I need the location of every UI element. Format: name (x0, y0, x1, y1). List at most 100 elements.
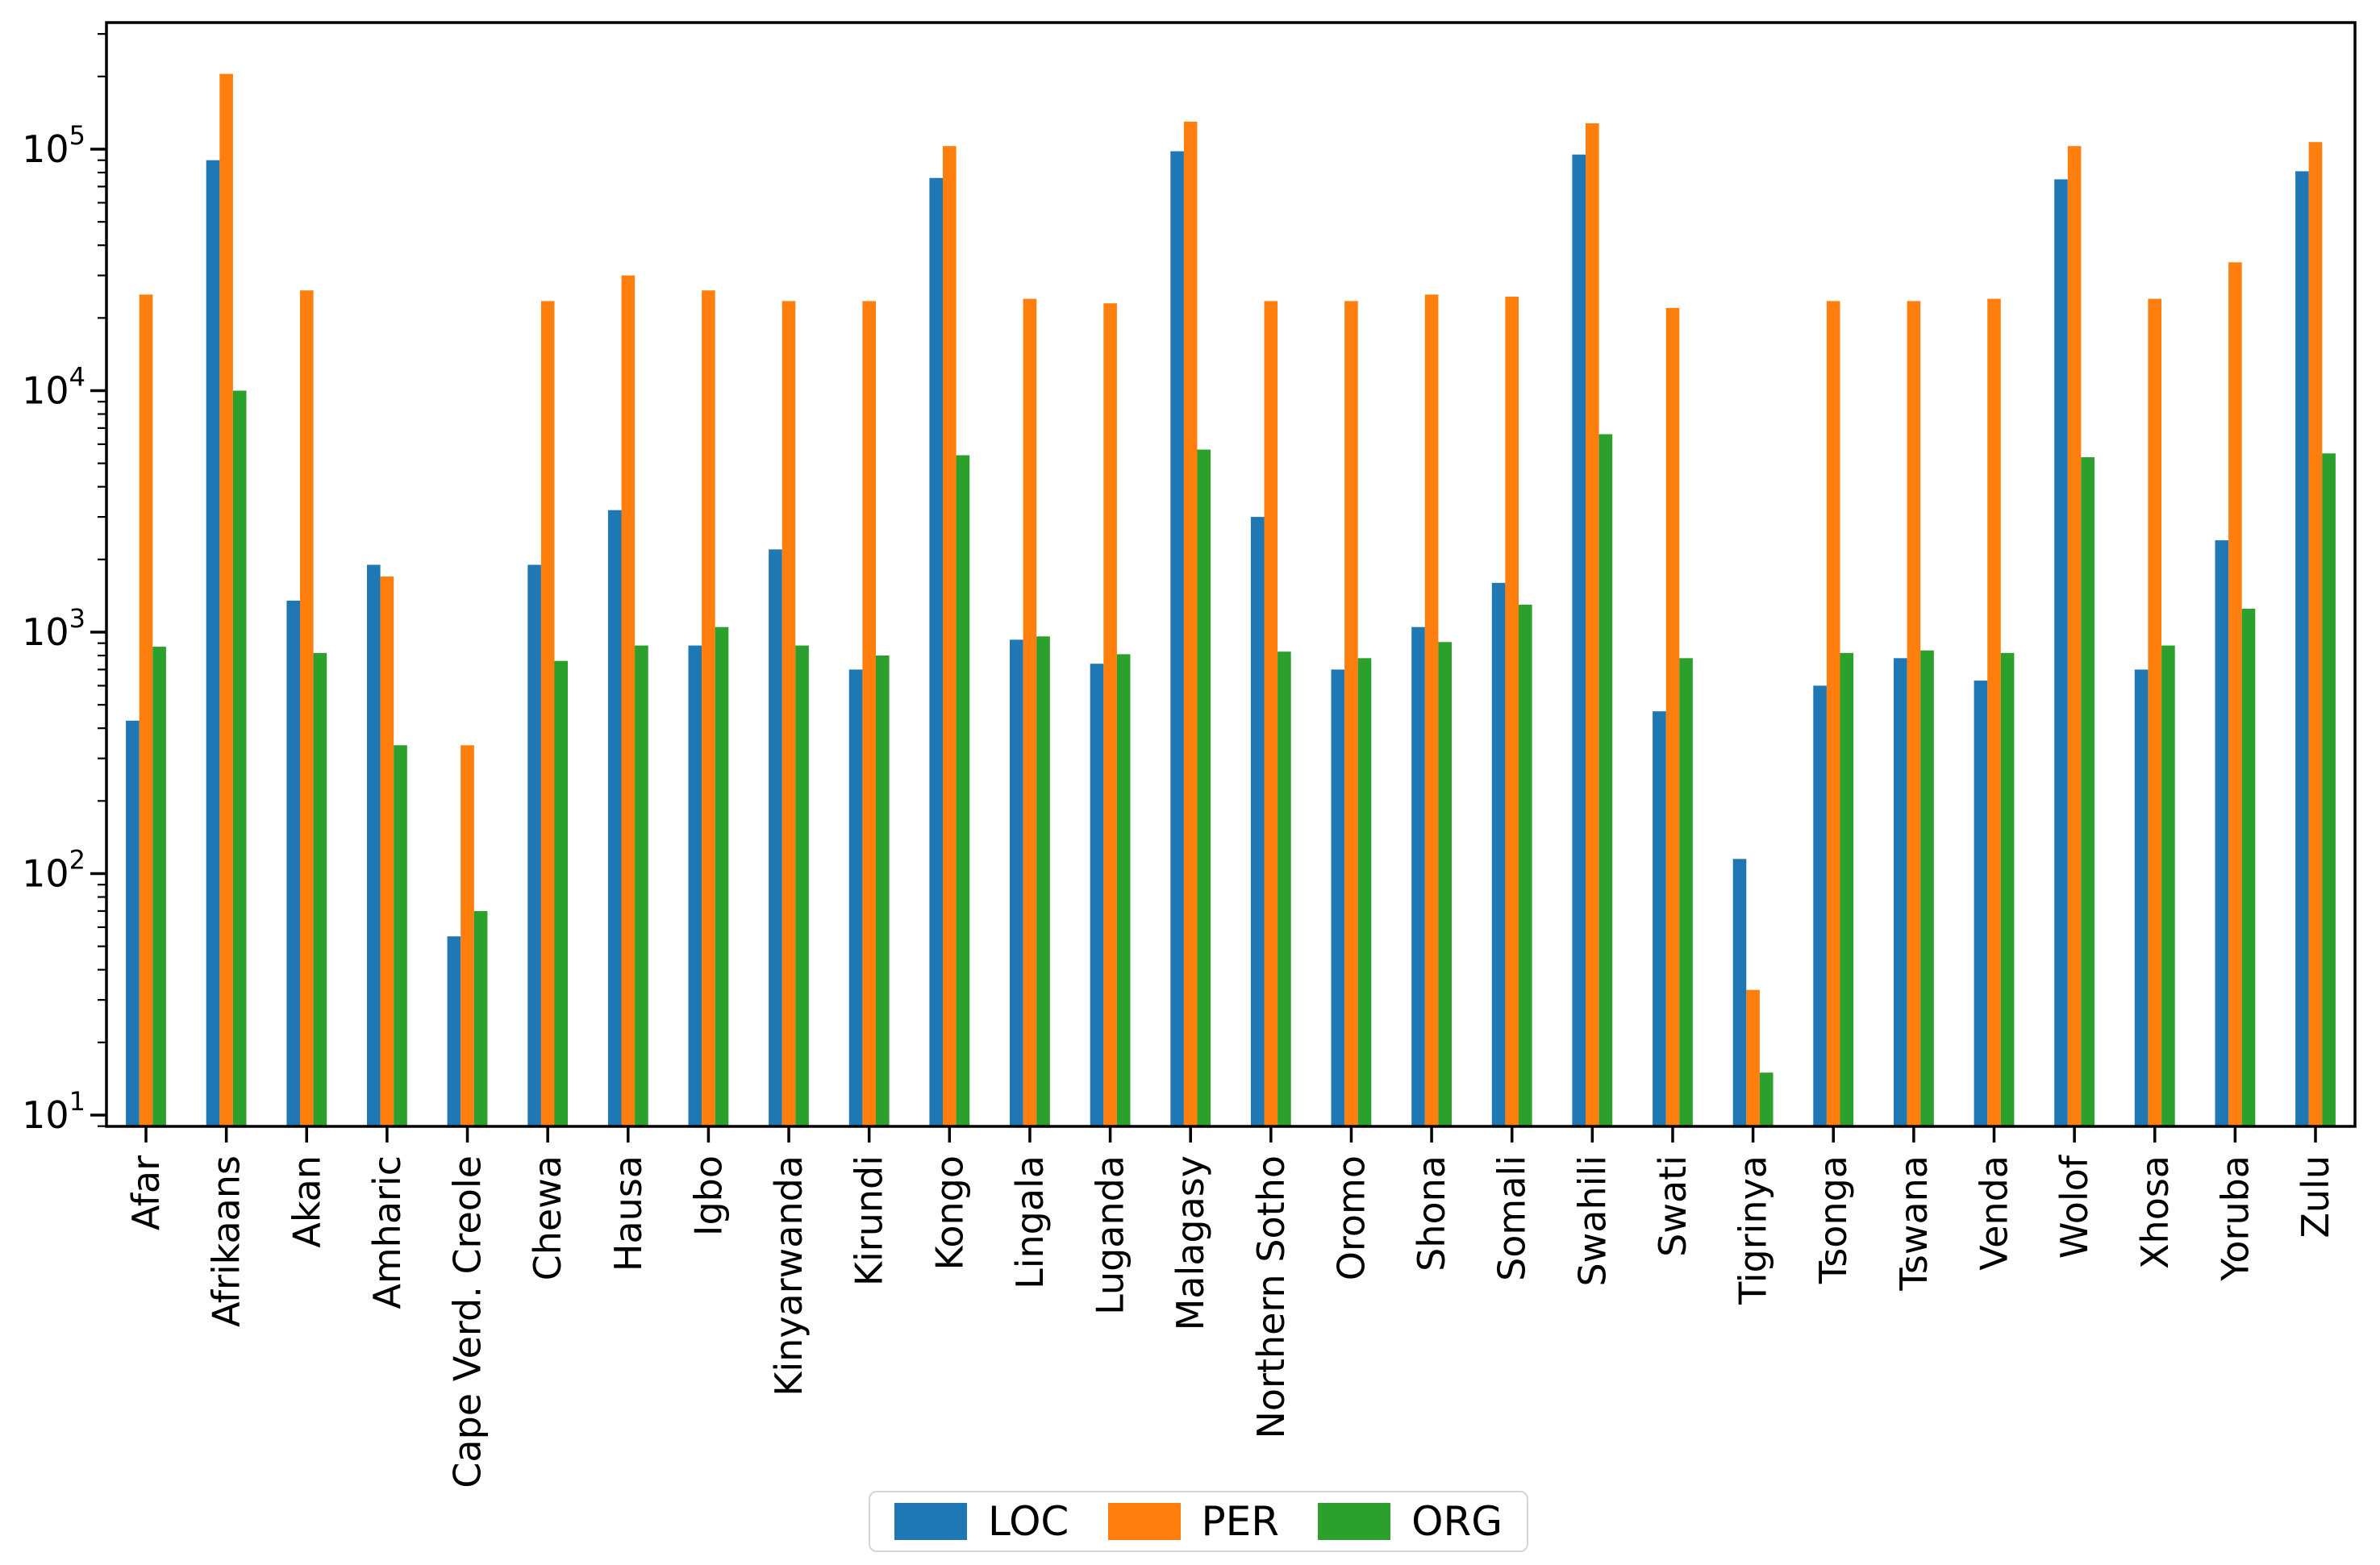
bar-per-akan (300, 290, 314, 1127)
bar-loc-luganda (1090, 664, 1104, 1126)
legend-item-org: ORG (1318, 1501, 1503, 1542)
y-axis: 101 102 103 104 105 (22, 33, 106, 1137)
x-tick-label-amharic: Amharic (365, 1155, 409, 1309)
x-tick-label-kirundi: Kirundi (848, 1155, 891, 1286)
bar-per-hausa (621, 275, 636, 1127)
x-tick-label-tsonga: Tsonga (1811, 1155, 1855, 1284)
bar-org-afar (152, 647, 166, 1126)
bar-per-luganda (1103, 303, 1117, 1126)
legend: LOC PER ORG (869, 1491, 1528, 1552)
bar-loc-yoruba (2215, 540, 2229, 1126)
x-tick-label-luganda: Luganda (1089, 1155, 1132, 1315)
bar-loc-kirundi (848, 669, 863, 1126)
x-tick-label-cape-verd-creole: Cape Verd. Creole (446, 1155, 490, 1488)
bar-per-swati (1665, 307, 1680, 1126)
bar-loc-tswana (1894, 658, 1907, 1126)
legend-label-org: ORG (1411, 1498, 1503, 1545)
bar-org-wolof (2081, 457, 2094, 1126)
x-tick-label-swahili: Swahili (1570, 1155, 1614, 1287)
bar-org-shona (1438, 642, 1452, 1126)
bar-org-malagasy (1197, 449, 1211, 1126)
bar-loc-lingala (1010, 639, 1023, 1126)
bar-per-cape-verd-creole (461, 745, 474, 1126)
bar-loc-kongo (929, 177, 943, 1127)
bar-org-afrikaans (232, 390, 247, 1126)
bar-loc-xhosa (2134, 669, 2149, 1126)
bar-loc-shona (1411, 626, 1425, 1126)
bar-per-tswana (1907, 301, 1921, 1126)
y-tick-label: 102 (22, 845, 85, 896)
bar-org-swahili (1598, 434, 1613, 1126)
legend-label-loc: LOC (988, 1498, 1069, 1545)
y-tick-label: 103 (22, 603, 85, 654)
bar-org-chewa (554, 660, 568, 1126)
x-tick-label-venda: Venda (1972, 1155, 2015, 1271)
x-tick-label-malagasy: Malagasy (1169, 1155, 1212, 1330)
bar-loc-hausa (607, 510, 622, 1126)
bar-per-afrikaans (219, 73, 233, 1127)
bar-per-oromo (1344, 301, 1358, 1126)
x-tick-label-afar: Afar (124, 1155, 168, 1230)
x-tick-label-akan: Akan (285, 1155, 328, 1248)
bar-org-luganda (1116, 654, 1131, 1126)
bar-per-lingala (1023, 298, 1037, 1127)
bar-per-shona (1424, 294, 1439, 1126)
bar-loc-northern-sotho (1250, 517, 1265, 1126)
bar-loc-igbo (688, 645, 702, 1126)
bar-org-akan (313, 652, 327, 1126)
x-tick-label-hausa: Hausa (606, 1155, 650, 1272)
x-tick-label-oromo: Oromo (1329, 1155, 1373, 1280)
bar-per-zulu (2308, 142, 2323, 1127)
bar-per-kirundi (862, 301, 876, 1126)
bar-loc-venda (1974, 681, 1988, 1126)
legend-item-per: PER (1107, 1498, 1279, 1545)
bar-org-tsonga (1840, 652, 1854, 1126)
bar-org-kinyarwanda (795, 645, 809, 1126)
x-tick-label-tswana: Tswana (1892, 1155, 1936, 1292)
x-tick-label-wolof: Wolof (2053, 1154, 2096, 1259)
y-tick-label: 101 (22, 1086, 85, 1137)
x-tick-label-kongo: Kongo (927, 1155, 971, 1271)
bar-org-tswana (1920, 650, 1934, 1126)
x-tick-label-kinyarwanda: Kinyarwanda (767, 1155, 811, 1396)
bar-org-lingala (1036, 636, 1050, 1126)
bar-loc-somali (1491, 582, 1506, 1126)
legend-label-per: PER (1201, 1498, 1279, 1545)
bar-org-zulu (2322, 453, 2336, 1126)
bar-per-yoruba (2228, 262, 2242, 1126)
x-tick-label-tigrinya: Tigrinya (1732, 1155, 1775, 1305)
x-tick-label-afrikaans: Afrikaans (205, 1155, 248, 1327)
bar-loc-akan (286, 601, 300, 1126)
bar-loc-kinyarwanda (769, 549, 782, 1126)
bar-org-igbo (715, 626, 729, 1126)
x-tick-label-chewa: Chewa (526, 1155, 569, 1280)
bar-loc-tigrinya (1732, 859, 1747, 1126)
bar-org-hausa (635, 645, 648, 1126)
y-tick-label: 105 (22, 120, 85, 171)
bar-loc-cape-verd-creole (447, 936, 461, 1126)
bar-org-somali (1519, 604, 1532, 1126)
bar-org-oromo (1357, 658, 1372, 1126)
bar-per-malagasy (1183, 121, 1198, 1126)
bar-per-tsonga (1826, 301, 1840, 1126)
bar-per-northern-sotho (1264, 301, 1278, 1126)
x-tick-label-igbo: Igbo (686, 1155, 730, 1236)
bar-per-venda (1987, 298, 2001, 1127)
bar-org-kirundi (876, 656, 890, 1126)
y-tick-label: 104 (22, 362, 85, 413)
x-tick-label-northern-sotho: Northern Sotho (1249, 1155, 1293, 1439)
bar-loc-chewa (527, 564, 541, 1126)
bar-per-chewa (540, 301, 555, 1126)
bar-loc-zulu (2295, 171, 2309, 1126)
bar-loc-swati (1653, 711, 1666, 1126)
bar-per-somali (1505, 296, 1519, 1126)
bar-loc-afrikaans (206, 160, 220, 1127)
bar-loc-swahili (1572, 154, 1586, 1127)
bar-org-yoruba (2241, 609, 2256, 1126)
x-tick-label-zulu: Zulu (2294, 1155, 2337, 1238)
bar-per-kinyarwanda (782, 301, 796, 1126)
bar-org-swati (1679, 658, 1693, 1126)
x-tick-label-xhosa: Xhosa (2133, 1155, 2177, 1269)
